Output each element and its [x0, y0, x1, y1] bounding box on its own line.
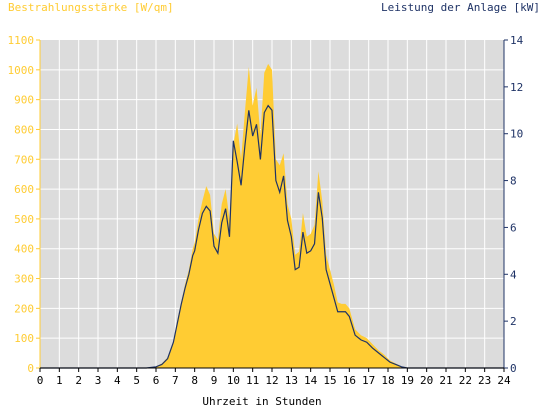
left-tick-label: 600	[14, 183, 34, 196]
right-tick-label: 10	[510, 128, 523, 141]
x-tick-label: 20	[420, 374, 433, 387]
right-tick-label: 6	[510, 221, 517, 234]
right-tick-label: 14	[510, 34, 524, 47]
right-axis-title: Leistung der Anlage [kW]	[381, 1, 540, 14]
x-tick-label: 8	[191, 374, 198, 387]
left-axis-title: Bestrahlungsstärke [W/qm]	[8, 1, 174, 14]
left-tick-label: 700	[14, 153, 34, 166]
x-tick-label: 21	[439, 374, 452, 387]
x-tick-label: 3	[95, 374, 102, 387]
x-tick-label: 24	[497, 374, 511, 387]
x-tick-label: 18	[381, 374, 394, 387]
right-tick-label: 8	[510, 175, 517, 188]
left-tick-label: 800	[14, 123, 34, 136]
x-tick-label: 23	[478, 374, 491, 387]
x-tick-label: 14	[304, 374, 318, 387]
left-tick-label: 200	[14, 302, 34, 315]
left-tick-label: 0	[27, 362, 34, 375]
left-tick-label: 400	[14, 243, 34, 256]
left-tick-label: 900	[14, 94, 34, 107]
x-axis-title: Uhrzeit in Stunden	[202, 395, 321, 408]
x-tick-label: 19	[401, 374, 414, 387]
right-tick-label: 12	[510, 81, 523, 94]
x-tick-label: 5	[133, 374, 140, 387]
x-tick-label: 1	[56, 374, 63, 387]
x-tick-label: 7	[172, 374, 179, 387]
x-tick-label: 6	[153, 374, 160, 387]
x-tick-label: 11	[246, 374, 259, 387]
x-tick-label: 16	[343, 374, 356, 387]
x-tick-label: 12	[265, 374, 278, 387]
tick-labels: 0100200300400500600700800900100011000246…	[8, 34, 524, 387]
x-tick-label: 13	[285, 374, 298, 387]
left-tick-label: 1000	[8, 64, 35, 77]
x-tick-label: 15	[323, 374, 336, 387]
right-tick-label: 2	[510, 315, 517, 328]
left-tick-label: 1100	[8, 34, 35, 47]
x-tick-label: 2	[75, 374, 82, 387]
x-tick-label: 4	[114, 374, 121, 387]
x-tick-label: 17	[362, 374, 375, 387]
x-tick-label: 9	[211, 374, 218, 387]
x-tick-label: 10	[227, 374, 240, 387]
left-tick-label: 500	[14, 213, 34, 226]
left-tick-label: 300	[14, 273, 34, 286]
irradiance-area	[40, 63, 504, 368]
x-tick-label: 0	[37, 374, 44, 387]
power-line	[40, 104, 504, 369]
left-tick-label: 100	[14, 332, 34, 345]
right-tick-label: 4	[510, 268, 517, 281]
right-tick-label: 0	[510, 362, 517, 375]
x-tick-label: 22	[459, 374, 472, 387]
axes	[36, 39, 508, 372]
